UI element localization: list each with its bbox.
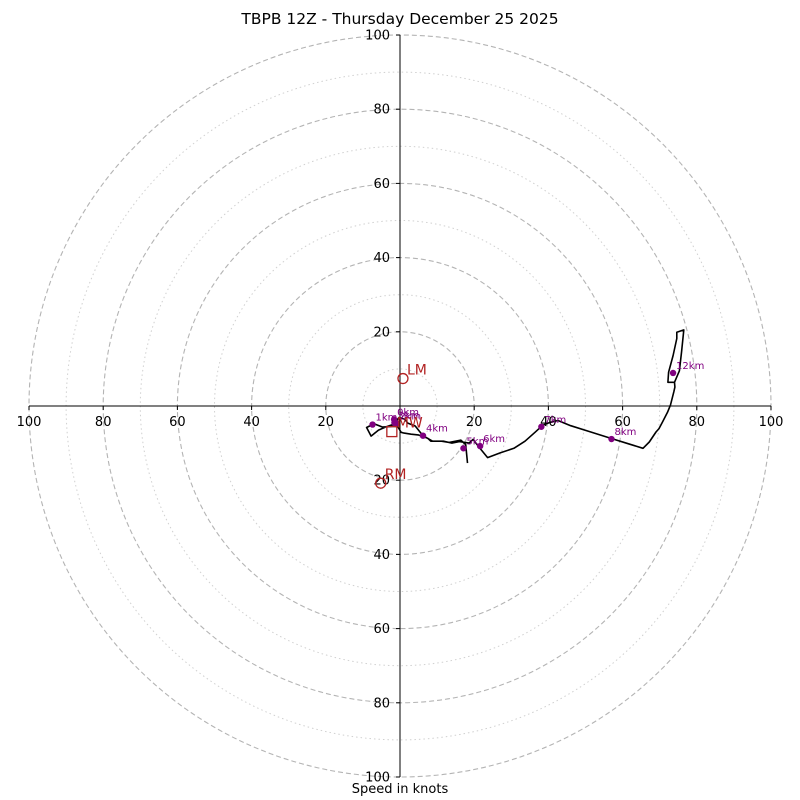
height-marker (391, 419, 398, 426)
height-label: 2km (399, 411, 421, 422)
height-marker (476, 442, 484, 450)
storm-motion-marker (375, 477, 387, 489)
height-marker (669, 369, 677, 377)
y-tick-label: 60 (373, 622, 390, 637)
storm-motion-marker (386, 425, 398, 438)
x-tick-label: 20 (318, 415, 335, 430)
y-tick-label: 100 (365, 29, 390, 44)
height-label: 6km (483, 434, 505, 445)
y-tick-label: 40 (373, 548, 390, 563)
x-tick-label: 80 (95, 415, 112, 430)
y-tick-label: 40 (373, 251, 390, 266)
x-axis-label: Speed in knots (351, 782, 449, 797)
storm-motion-marker (397, 372, 409, 385)
x-tick-label: 60 (614, 415, 631, 430)
x-tick-label: 100 (759, 415, 784, 430)
y-tick-label: 100 (365, 771, 390, 786)
height-marker (608, 435, 615, 443)
chart-title: TBPB 12Z - Thursday December 25 2025 (241, 10, 559, 28)
x-tick-label: 100 (17, 415, 42, 430)
height-label: 12km (676, 361, 704, 372)
y-tick-label: 80 (373, 696, 390, 711)
height-label: 3km (397, 411, 419, 422)
height-marker (419, 432, 427, 439)
y-tick-label: 20 (373, 325, 390, 340)
storm-motion-label: LM (407, 363, 427, 379)
height-label: 4km (426, 424, 448, 435)
storm-motion-label: RM (385, 467, 407, 483)
x-tick-label: 80 (689, 415, 706, 430)
hodograph-trace (365, 329, 685, 464)
height-label: 8km (614, 427, 636, 438)
x-tick-label: 20 (466, 415, 483, 430)
height-label: 7km (544, 415, 566, 426)
x-tick-label: 60 (169, 415, 186, 430)
y-tick-label: 80 (373, 103, 390, 118)
y-tick-label: 60 (373, 177, 390, 192)
storm-motion-label: MW (397, 416, 423, 432)
height-marker (369, 421, 376, 428)
height-label: 1km (376, 413, 398, 424)
x-tick-label: 40 (243, 415, 260, 430)
height-label: 5km (466, 436, 488, 447)
height-marker (538, 423, 545, 430)
height-label: 0km (397, 407, 419, 418)
height-marker (460, 445, 467, 452)
